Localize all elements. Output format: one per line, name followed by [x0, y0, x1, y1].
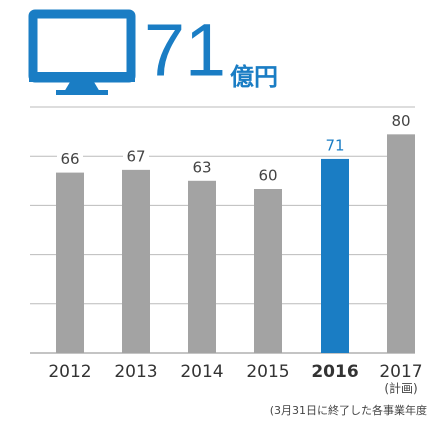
- x-tick-label: 2014: [180, 362, 223, 382]
- monitor-icon: [28, 9, 136, 95]
- value-label: 67: [126, 147, 145, 165]
- x-tick-label: 2012: [48, 362, 91, 382]
- x-tick-label: 2013: [114, 362, 157, 382]
- headline-value: 71: [144, 9, 226, 92]
- value-label: 80: [391, 112, 410, 130]
- label-bg: [322, 136, 348, 155]
- label-bg: [123, 147, 149, 166]
- bar: [387, 134, 415, 353]
- label-bg: [189, 158, 215, 177]
- bar: [321, 158, 349, 353]
- label-bg: [57, 150, 83, 169]
- label-bg: [255, 167, 281, 185]
- category-note: (計画): [384, 381, 417, 396]
- headline-unit: 億円: [230, 63, 278, 91]
- bar: [254, 189, 282, 353]
- label-bg: [388, 112, 414, 131]
- value-label: 63: [192, 158, 211, 176]
- x-tick-label: 2016: [311, 362, 358, 382]
- value-label: 66: [60, 150, 79, 168]
- x-tick-label: 2017: [379, 362, 422, 382]
- value-label: 71: [325, 136, 344, 154]
- footnote: (3月31日に終了した各事業年度: [270, 403, 427, 417]
- bar: [122, 169, 150, 353]
- x-tick-label: 2015: [246, 362, 289, 382]
- value-label: 60: [258, 167, 277, 185]
- bar: [56, 172, 84, 353]
- bar: [188, 180, 216, 353]
